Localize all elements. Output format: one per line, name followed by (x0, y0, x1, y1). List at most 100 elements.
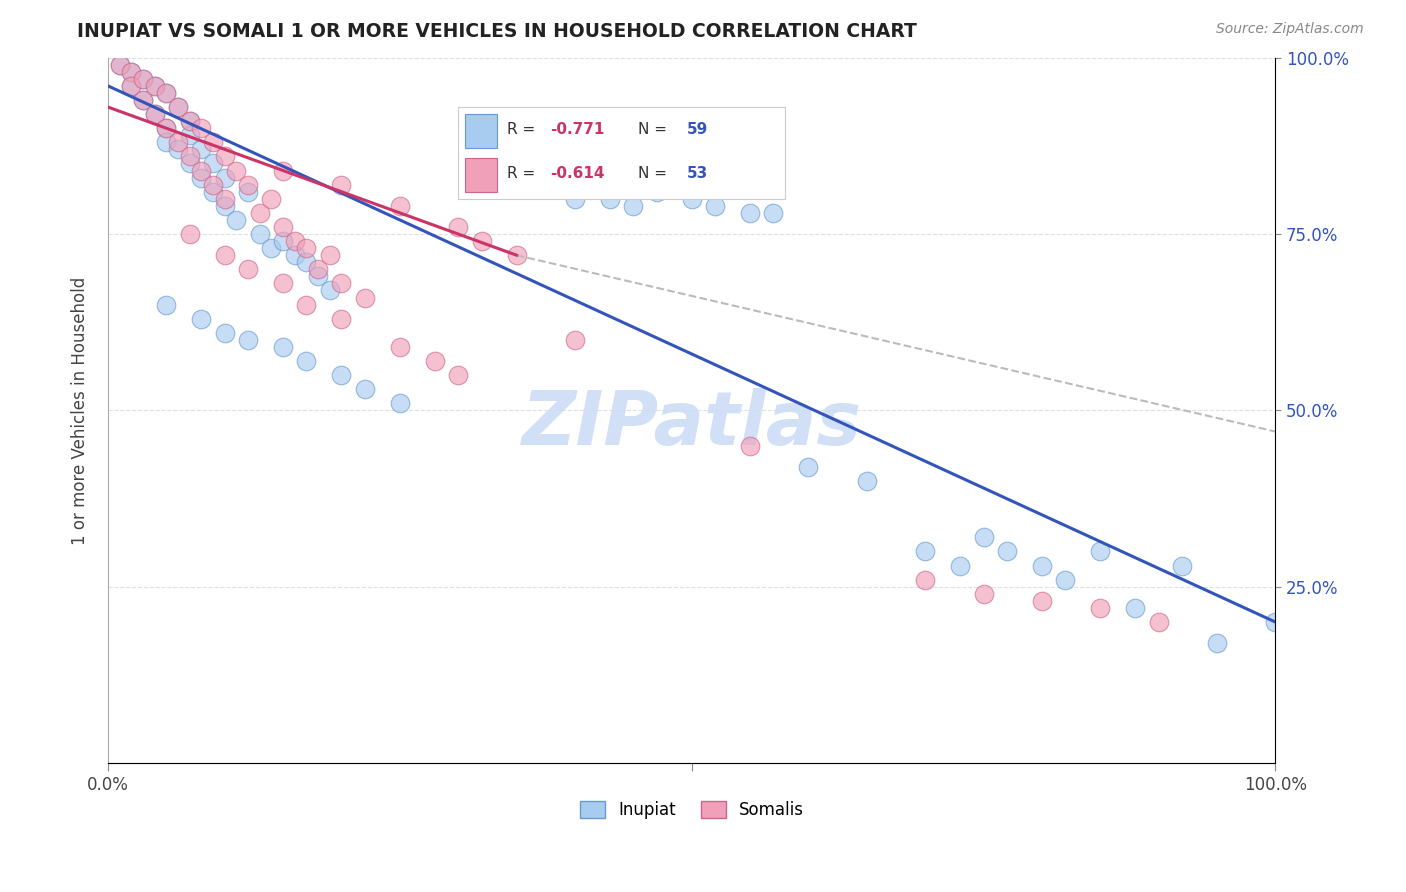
Point (202, 156, 225, 170)
Point (1090, 544, 1112, 558)
Point (143, 107, 166, 121)
Text: ZIPatlas: ZIPatlas (522, 388, 862, 461)
Point (143, 78, 166, 93)
Point (995, 544, 1018, 558)
Point (914, 573, 936, 587)
Point (260, 192, 283, 206)
Point (307, 262, 329, 277)
Point (1264, 615, 1286, 629)
Point (271, 277, 294, 291)
Point (1090, 601, 1112, 615)
Point (271, 163, 294, 178)
Point (319, 284, 342, 298)
Point (108, 58, 131, 72)
Point (1031, 558, 1053, 573)
Point (645, 185, 668, 199)
Point (973, 587, 995, 601)
Point (155, 86, 177, 100)
Point (447, 219, 470, 234)
Point (236, 262, 259, 277)
Point (271, 340, 294, 354)
Point (120, 78, 142, 93)
Point (155, 297, 177, 311)
Point (190, 163, 212, 178)
Point (190, 311, 212, 326)
Point (271, 234, 294, 248)
Point (179, 156, 201, 170)
Point (249, 227, 271, 241)
Point (388, 396, 411, 410)
Point (505, 248, 527, 262)
Point (214, 149, 236, 163)
Point (236, 178, 259, 192)
Point (225, 213, 247, 227)
Point (564, 333, 586, 347)
Point (132, 93, 155, 107)
Point (179, 114, 201, 128)
Point (236, 185, 259, 199)
Point (120, 64, 142, 78)
Point (155, 121, 177, 136)
Point (295, 241, 318, 255)
Point (1206, 636, 1229, 650)
Point (190, 170, 212, 185)
Point (132, 71, 155, 86)
Point (284, 248, 307, 262)
Point (132, 71, 155, 86)
Point (120, 64, 142, 78)
Point (914, 544, 936, 558)
Point (108, 58, 131, 72)
Point (249, 206, 271, 220)
Point (295, 255, 318, 269)
Point (762, 206, 785, 220)
Point (214, 170, 236, 185)
Point (155, 136, 177, 150)
Point (330, 277, 353, 291)
Point (1123, 601, 1146, 615)
Point (330, 178, 353, 192)
Point (132, 93, 155, 107)
Point (1147, 615, 1170, 629)
Point (214, 326, 236, 340)
Point (155, 121, 177, 136)
Point (330, 311, 353, 326)
Point (167, 100, 190, 114)
Point (330, 368, 353, 383)
Point (1171, 558, 1194, 573)
Point (949, 558, 972, 573)
Point (202, 178, 225, 192)
Point (973, 530, 995, 544)
Point (295, 297, 318, 311)
Point (564, 192, 586, 206)
Point (738, 206, 761, 220)
Point (1031, 594, 1053, 608)
Point (388, 340, 411, 354)
Point (202, 185, 225, 199)
Point (190, 121, 212, 136)
Point (319, 248, 342, 262)
Point (284, 234, 307, 248)
Y-axis label: 1 or more Vehicles in Household: 1 or more Vehicles in Household (72, 277, 89, 544)
Point (307, 269, 329, 284)
Point (179, 149, 201, 163)
Point (295, 354, 318, 368)
Point (599, 192, 621, 206)
Point (388, 199, 411, 213)
Point (621, 199, 644, 213)
Point (260, 241, 283, 255)
Point (738, 439, 761, 453)
Point (353, 382, 375, 396)
Point (447, 368, 470, 383)
Point (155, 86, 177, 100)
Legend: Inupiat, Somalis: Inupiat, Somalis (572, 794, 810, 825)
Point (214, 192, 236, 206)
Point (143, 107, 166, 121)
Point (167, 100, 190, 114)
Point (681, 192, 703, 206)
Point (797, 459, 820, 474)
Point (236, 333, 259, 347)
Point (167, 136, 190, 150)
Point (271, 219, 294, 234)
Point (179, 227, 201, 241)
Point (120, 78, 142, 93)
